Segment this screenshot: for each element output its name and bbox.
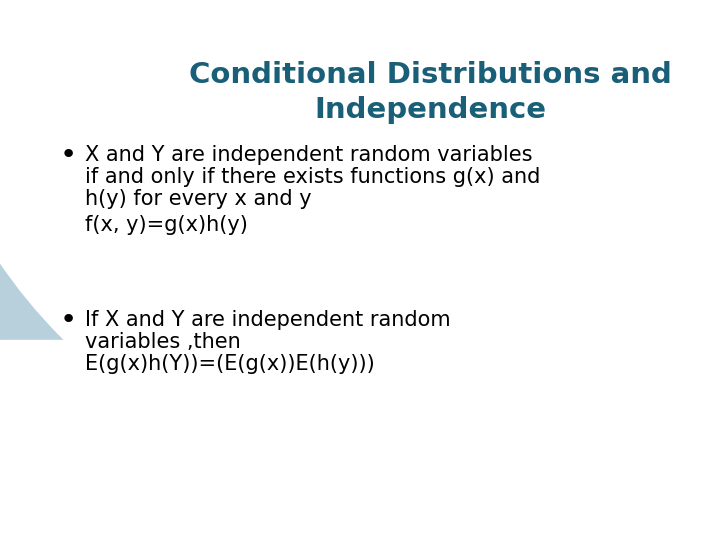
Text: h(y) for every x and y: h(y) for every x and y: [85, 189, 312, 209]
Text: •: •: [59, 141, 76, 169]
Text: Conditional Distributions and: Conditional Distributions and: [189, 61, 672, 89]
Circle shape: [0, 0, 410, 390]
Bar: [150, 0, 720, 540]
Text: If X and Y are independent random: If X and Y are independent random: [85, 310, 451, 330]
Circle shape: [280, 110, 720, 540]
Circle shape: [0, 0, 500, 480]
Text: Independence: Independence: [314, 96, 546, 124]
Text: X and Y are independent random variables: X and Y are independent random variables: [85, 145, 533, 165]
Text: f(x, y)=g(x)h(y): f(x, y)=g(x)h(y): [85, 215, 248, 235]
Text: if and only if there exists functions g(x) and: if and only if there exists functions g(…: [85, 167, 541, 187]
Circle shape: [230, 60, 720, 540]
Text: variables ,then: variables ,then: [85, 332, 240, 352]
Circle shape: [320, 150, 720, 540]
Text: E(g(x)h(Y))=(E(g(x))E(h(y))): E(g(x)h(Y))=(E(g(x))E(h(y))): [85, 354, 374, 374]
Circle shape: [0, 0, 450, 430]
Circle shape: [0, 0, 720, 490]
Text: •: •: [59, 306, 76, 334]
Bar: [0, 340, 720, 540]
